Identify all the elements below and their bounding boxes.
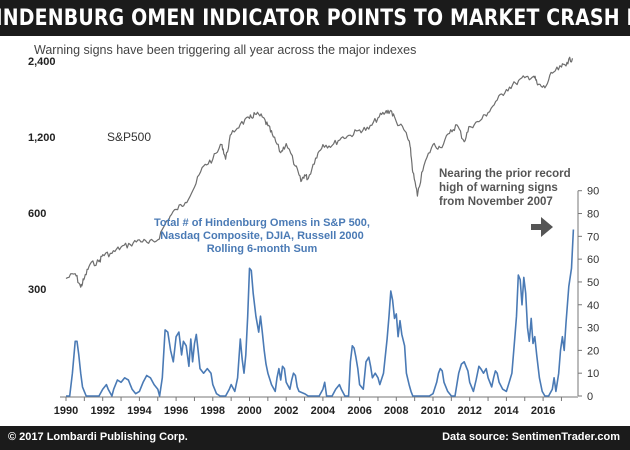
omens-y-tick-label: 70 [587,231,599,243]
record-annotation-line-2: high of warning signs [439,182,558,194]
omens-y-tick-label: 60 [587,254,599,266]
x-tick-label: 2006 [347,405,371,417]
sp500-line [65,56,574,288]
omens-y-tick-label: 0 [587,391,593,403]
x-tick-label: 2010 [421,405,445,417]
x-tick-label: 2002 [274,405,298,417]
x-tick-label: 1996 [164,405,188,417]
x-tick-label: 2004 [311,405,336,417]
sp500-y-tick-label: 2,400 [28,56,56,68]
sp500-label: S&P500 [107,130,151,144]
x-tick-label: 2016 [531,405,555,417]
right-arrow-icon [531,217,553,237]
omens-y-tick-label: 10 [587,368,599,380]
x-tick-label: 2000 [237,405,261,417]
chart-title: HINDENBURG OMEN INDICATOR POINTS TO MARK… [0,5,630,31]
x-tick-label: 1998 [201,405,225,417]
omens-y-tick-label: 20 [587,345,599,357]
footer-bar: © 2017 Lombardi Publishing Corp. Data so… [0,426,630,450]
omens-y-tick-label: 90 [587,186,599,198]
record-annotation-line-3: from November 2007 [439,196,553,208]
sp500-y-tick-label: 300 [28,284,46,296]
chart-svg: 300 600 1,200 2,400 0 10 20 30 40 50 60 70 80 90 199… [28,56,599,417]
omens-y-tick-label: 40 [587,300,599,312]
record-annotation-line-1: Nearing the prior record [439,168,571,180]
x-tick-label: 2012 [457,405,481,417]
omens-line [66,229,575,397]
x-tick-label: 1990 [54,405,78,417]
x-tick-label: 2008 [384,405,408,417]
omens-label-line-2: Nasdaq Composite, DJIA, Russell 2000 [160,230,364,242]
omens-y-tick-label: 80 [587,209,599,221]
copyright: © 2017 Lombardi Publishing Corp. [8,431,188,443]
chart-subtitle: Warning signs have been triggering all y… [34,43,417,57]
sp500-y-tick-label: 1,200 [28,132,56,144]
x-tick-label: 2014 [494,405,519,417]
omens-label-line-3: Rolling 6-month Sum [207,243,318,255]
data-source: Data source: SentimenTrader.com [442,431,620,443]
omens-label-line-1: Total # of Hindenburg Omens in S&P 500, [154,217,370,229]
sp500-y-tick-label: 600 [28,208,46,220]
title-bar: HINDENBURG OMEN INDICATOR POINTS TO MARK… [0,0,630,36]
omens-y-tick-label: 50 [587,277,599,289]
x-tick-label: 1992 [90,405,114,417]
omens-y-tick-label: 30 [587,323,599,335]
x-tick-label: 1994 [127,405,152,417]
